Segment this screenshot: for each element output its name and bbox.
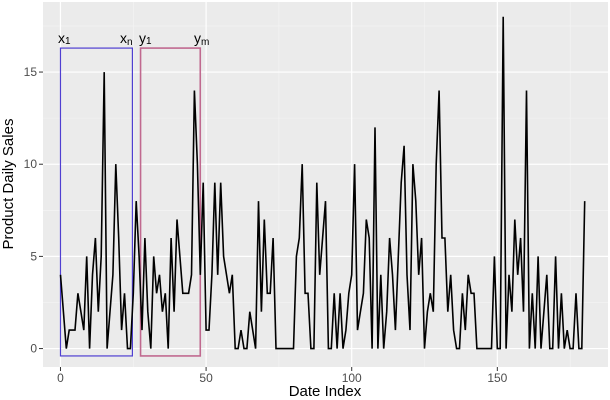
y-tick-label: 10 (24, 157, 38, 171)
output-window-y-box (139, 47, 202, 357)
x-tick-label: 100 (342, 371, 362, 385)
x1-label: x1 (58, 30, 71, 47)
y-axis-title: Product Daily Sales (0, 119, 17, 250)
xn-label: xn (120, 30, 133, 48)
x-tick-label: 150 (487, 371, 507, 385)
x-tick-label: 0 (57, 371, 64, 385)
x-axis-ticks: 0 50 100 150 (57, 367, 508, 385)
y-tick-label: 15 (24, 65, 38, 79)
y-tick-label: 5 (30, 249, 37, 263)
y1-label: y1 (139, 30, 152, 47)
y-axis-ticks: 0 5 10 15 (24, 65, 43, 356)
ym-label: ym (194, 30, 209, 48)
y-tick-label: 0 (30, 342, 37, 356)
x-axis-title: Date Index (289, 383, 362, 400)
plot-panel (43, 2, 608, 367)
input-window-x-box (59, 47, 134, 357)
window-rectangles (59, 47, 202, 357)
sales-line (59, 16, 586, 350)
x-tick-label: 50 (199, 371, 213, 385)
